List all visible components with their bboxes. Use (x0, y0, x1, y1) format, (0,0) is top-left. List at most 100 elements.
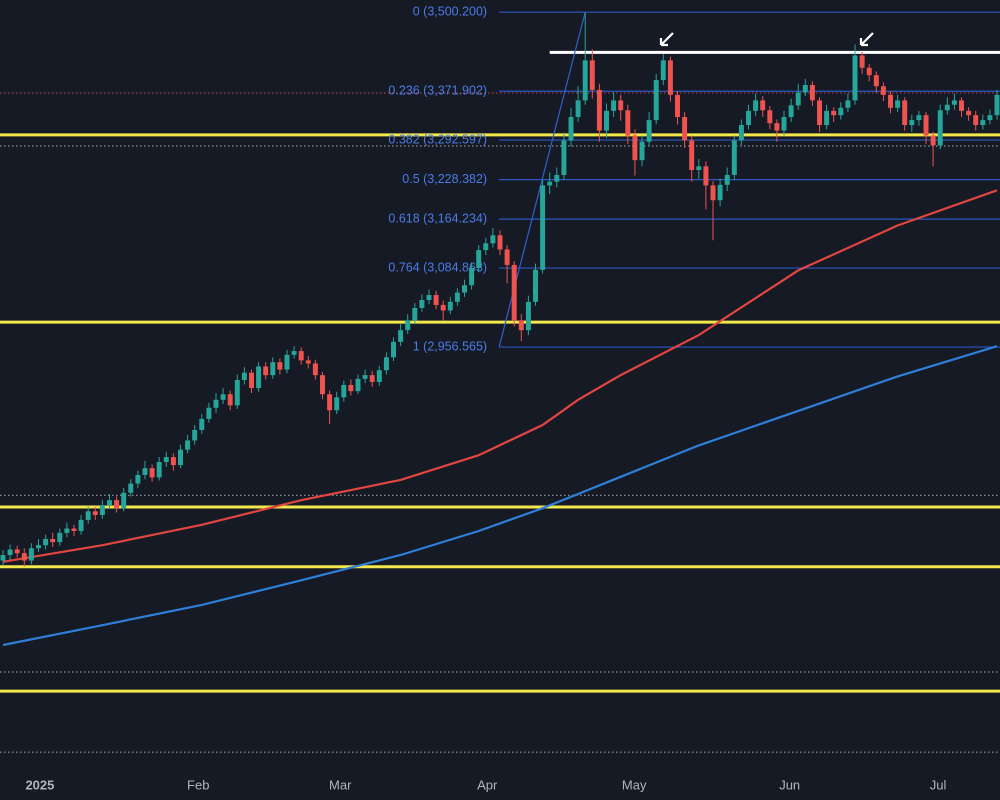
candle-body (199, 418, 205, 430)
candle-body (980, 120, 986, 126)
candle-body (554, 174, 560, 182)
candle-body (696, 166, 702, 171)
axis-strip (0, 770, 1000, 800)
candle-body (320, 375, 325, 395)
candle-body (440, 304, 446, 311)
candle-body (760, 100, 766, 111)
candle-body (405, 320, 411, 331)
candle-body (128, 483, 134, 493)
candle-body (675, 94, 680, 118)
fib-label: 0.382 (3,292.597) (388, 132, 487, 146)
candle-body (646, 120, 652, 142)
candle-body (270, 362, 276, 376)
candle-body (639, 141, 645, 161)
candle-body (632, 135, 638, 161)
candle-body (107, 500, 112, 506)
candle-body (923, 115, 929, 136)
candle-body (746, 110, 751, 126)
candle-body (135, 474, 141, 484)
candle-body (533, 269, 538, 302)
fib-label: 0 (3,500.200) (413, 4, 487, 18)
candle-body (78, 519, 84, 531)
candle-body (305, 360, 311, 364)
candle-body (582, 60, 588, 101)
candle-body (419, 299, 425, 308)
candle-body (895, 100, 901, 108)
candle-body (213, 399, 219, 408)
candle-body (525, 301, 531, 331)
candle-body (21, 553, 27, 561)
x-tick-label: 2025 (25, 777, 54, 792)
candle-body (788, 105, 794, 118)
candle-body (362, 375, 368, 379)
candle-body (462, 285, 467, 293)
candle-body (149, 468, 155, 478)
candle-body (547, 181, 553, 186)
candle-body (561, 140, 567, 175)
candle-body (717, 184, 723, 201)
candle-body (497, 235, 503, 250)
x-tick-label: Jul (930, 777, 947, 792)
candles (0, 12, 1000, 567)
candle-body (930, 135, 936, 146)
candle-body (951, 100, 957, 105)
candle-body (433, 295, 439, 305)
candle-body (192, 429, 198, 441)
candle-body (802, 85, 808, 93)
candle-body (511, 264, 517, 321)
candle-body (831, 110, 837, 116)
candle-body (376, 370, 382, 382)
candle-body (206, 407, 212, 419)
candle-body (589, 60, 595, 90)
annotations (659, 32, 874, 47)
candle-body (852, 55, 858, 101)
candle-body (234, 380, 240, 406)
candle-body (185, 440, 191, 450)
moving-averages (2, 189, 998, 647)
candle-body (369, 375, 375, 382)
moving-average (2, 345, 998, 647)
candle-body (121, 492, 127, 509)
fib-label: 0.236 (3,371.902) (388, 84, 487, 98)
candle-body (249, 372, 254, 389)
fib-label: 0.764 (3,084.863) (388, 260, 487, 274)
fib-label: 0.618 (3,164.234) (388, 211, 487, 225)
candle-body (263, 366, 269, 376)
candle-body (391, 341, 396, 358)
candle-body (625, 110, 631, 136)
candle-body (298, 351, 304, 361)
x-tick-label: Apr (477, 777, 498, 792)
candle-body (256, 366, 262, 389)
candle-body (866, 67, 872, 76)
candle-body (959, 100, 965, 111)
candle-body (817, 100, 822, 126)
candle-body (753, 100, 759, 111)
arrow (659, 32, 674, 47)
fibonacci: 0 (3,500.200) 0.236 (3,371.902) 0.382 (3,2… (388, 4, 1000, 353)
candle-body (355, 378, 361, 392)
candle-body (660, 60, 666, 81)
candle-body (596, 89, 602, 131)
candle-body (92, 511, 98, 515)
candle-body (689, 140, 695, 171)
levels (0, 50, 1000, 753)
candle-body (170, 457, 176, 466)
candle-body (490, 235, 496, 244)
candle-body (454, 292, 460, 302)
candle-body (383, 357, 389, 371)
candle-body (781, 117, 787, 131)
candle-body (227, 394, 233, 406)
candle-body (412, 308, 418, 321)
candle-body (973, 115, 979, 126)
candle-body (398, 330, 404, 342)
x-tick-label: Mar (329, 777, 352, 792)
candle-body (483, 243, 489, 251)
candle-body (838, 107, 844, 116)
candle-body (845, 100, 851, 108)
candle-body (43, 539, 49, 546)
candle-body (611, 100, 617, 111)
candle-body (880, 86, 886, 95)
x-tick-label: Jun (779, 777, 800, 792)
candle-body (724, 174, 730, 185)
